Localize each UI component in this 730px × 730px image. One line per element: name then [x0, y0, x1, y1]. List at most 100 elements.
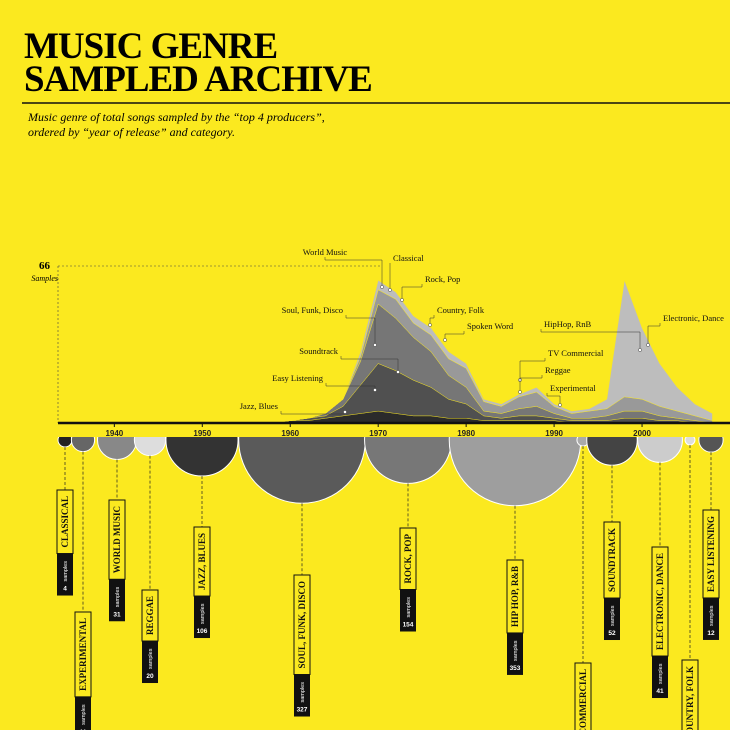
annotation: Reggae [545, 365, 571, 375]
count-box [75, 696, 91, 730]
genre-tag: COMMERCIALsamples3 [574, 662, 592, 730]
genre-label: EXPERIMENTAL [78, 618, 88, 691]
count-label: 154 [403, 622, 414, 629]
count-box [294, 674, 310, 717]
genre-tag: HIP HOP, R&B samples 353 [506, 559, 524, 675]
genre-label: HIP HOP, R&B [510, 566, 520, 627]
genre-tag: JAZZ, BLUES samples 106 [193, 526, 211, 639]
annotation: Country, Folk [437, 305, 485, 315]
leader [519, 358, 546, 380]
unit-label: samples [406, 597, 412, 618]
count-label: 12 [707, 630, 715, 637]
count-box [57, 553, 73, 596]
unit-label: samples [709, 605, 715, 626]
genre-label: ROCK, POP [403, 534, 413, 584]
genre-label: SOUNDTRACK [607, 528, 617, 592]
genre-label: JAZZ, BLUES [197, 533, 207, 590]
leader-dot [646, 343, 650, 347]
leader-dot [343, 410, 347, 414]
unit-label: samples [81, 704, 87, 725]
tag-box [681, 659, 699, 730]
annotation: Rock, Pop [425, 274, 460, 284]
genre-tag: SOUNDTRACK samples 52 [603, 521, 621, 641]
genre-label: EASY LISTENING [706, 516, 716, 592]
genre-circle [97, 437, 137, 460]
annotation: Jazz, Blues [240, 401, 278, 411]
leader [324, 257, 383, 287]
genre-tag: WORLD MUSIC samples 31 [108, 499, 126, 622]
x-tick-label: 1960 [281, 429, 299, 438]
count-label: 327 [297, 707, 308, 714]
title: SAMPLED ARCHIVE [24, 59, 372, 100]
count-label: 31 [113, 611, 121, 618]
x-tick-label: 1940 [105, 429, 123, 438]
genre-circle [57, 437, 73, 448]
unit-label: samples [300, 682, 306, 703]
annotation: Experimental [550, 383, 596, 393]
genre-label: COUNTRY, FOLK [685, 666, 695, 730]
count-box [652, 656, 668, 699]
count-box [194, 596, 210, 639]
annotation: TV Commercial [548, 348, 604, 358]
count-label: 52 [608, 630, 616, 637]
genre-circle [637, 437, 683, 463]
genre-circle [133, 437, 167, 457]
unit-label: samples [200, 603, 206, 624]
leader-dot [380, 285, 384, 289]
unit-label: samples [115, 587, 121, 608]
genre-tag: EXPERIMENTAL samples 11 [74, 611, 92, 730]
genre-circle [684, 437, 696, 446]
leader-dot [373, 388, 377, 392]
leader-dot [428, 323, 432, 327]
annotation: Soul, Funk, Disco [282, 305, 343, 315]
genre-tag: ELECTRONIC, DANCE samples 41 [651, 546, 669, 699]
annotation: Spoken Word [467, 321, 514, 331]
y-tick-label: 66 [39, 260, 51, 272]
genre-label: ELECTRONIC, DANCE [655, 553, 665, 650]
circles [57, 437, 724, 507]
leader-dot [558, 403, 562, 407]
count-label: 106 [197, 628, 208, 635]
leader [325, 383, 376, 390]
title: MUSIC GENRE [24, 26, 277, 67]
count-box [142, 641, 158, 684]
count-box [604, 598, 620, 641]
leader [519, 375, 543, 392]
genre-tag: REGGAE samples 20 [141, 589, 159, 684]
count-label: 41 [656, 688, 664, 695]
count-label: 4 [63, 586, 67, 593]
genre-label: WORLD MUSIC [112, 506, 122, 573]
leader [647, 323, 661, 345]
leader-dot [443, 338, 447, 342]
leader-dot [396, 370, 400, 374]
area [255, 279, 713, 424]
count-label: 353 [510, 665, 521, 672]
count-box [400, 589, 416, 632]
unit-label: samples [658, 663, 664, 684]
genre-tag: ROCK, POP samples 154 [399, 527, 417, 632]
genre-tag: CLASSICAL samples 4 [56, 489, 74, 596]
leader [345, 315, 376, 345]
unit-label: samples [513, 640, 519, 661]
genre-label: REGGAE [145, 596, 155, 635]
subtitle: Music genre of total songs sampled by th… [27, 110, 325, 124]
leader [444, 331, 465, 340]
genre-label: COMMERCIAL [578, 669, 588, 730]
annotation: Easy Listening [272, 373, 324, 383]
leader [401, 284, 423, 300]
y-axis-label: Samples [31, 274, 58, 283]
tag-box [574, 662, 592, 730]
leader [429, 315, 435, 325]
genre-circle [165, 437, 239, 477]
count-box [507, 632, 523, 675]
x-tick-label: 1980 [457, 429, 475, 438]
genre-tag: EASY LISTENING samples 12 [702, 509, 720, 640]
unit-label: samples [63, 561, 69, 582]
leader-dot [400, 298, 404, 302]
genre-tag: SOUL, FUNK, DISCO samples 327 [293, 574, 311, 717]
annotation: Soundtrack [299, 346, 338, 356]
leader-dot [373, 343, 377, 347]
count-label: 20 [146, 673, 154, 680]
leader-dot [638, 348, 642, 352]
